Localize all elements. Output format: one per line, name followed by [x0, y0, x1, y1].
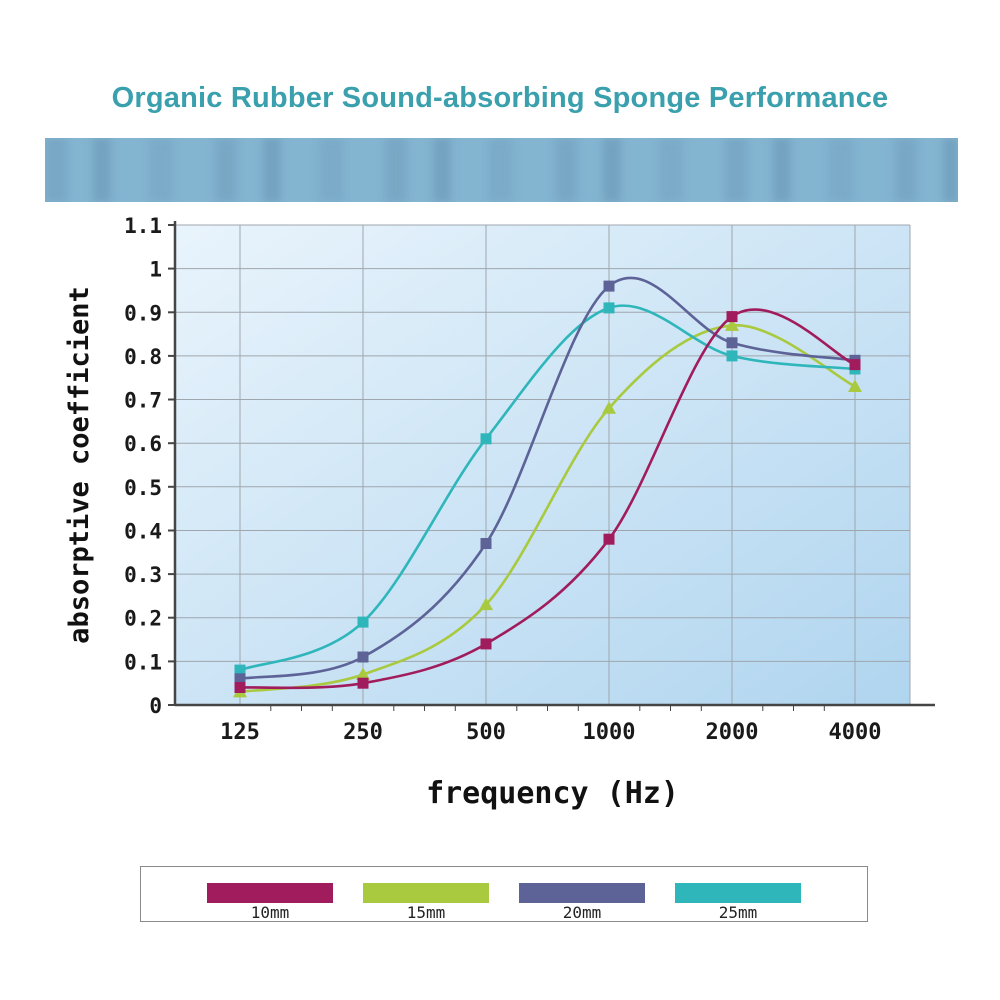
svg-text:0.8: 0.8 — [124, 345, 162, 369]
svg-text:0.5: 0.5 — [124, 476, 162, 500]
svg-text:0.4: 0.4 — [124, 520, 162, 544]
legend-swatch-25mm — [675, 883, 801, 903]
svg-text:125: 125 — [220, 720, 260, 745]
svg-text:1: 1 — [149, 258, 162, 282]
svg-text:0.1: 0.1 — [124, 650, 162, 674]
svg-text:0: 0 — [149, 694, 162, 718]
legend-swatch-20mm — [519, 883, 645, 903]
svg-text:0.2: 0.2 — [124, 607, 162, 631]
performance-chart: 0 0.1 0.2 0.3 0.4 0.5 0.6 0.7 0.8 0.9 1 1.1 125 250 50… — [64, 214, 935, 811]
svg-text:1.1: 1.1 — [124, 214, 162, 238]
svg-text:500: 500 — [466, 720, 506, 745]
svg-text:4000: 4000 — [829, 720, 882, 745]
svg-text:absorptive coefficient: absorptive coefficient — [64, 286, 95, 644]
svg-text:0.7: 0.7 — [124, 389, 162, 413]
legend-item-15mm: 15mm — [363, 883, 489, 922]
legend-label-20mm: 20mm — [562, 903, 602, 922]
svg-text:1000: 1000 — [583, 720, 636, 745]
svg-text:0.6: 0.6 — [124, 432, 162, 456]
legend-label-15mm: 15mm — [406, 903, 446, 922]
chart-area: 0 0.1 0.2 0.3 0.4 0.5 0.6 0.7 0.8 0.9 1 1.1 125 250 50… — [0, 210, 1000, 830]
legend: 10mm 15mm 20mm 25mm — [140, 866, 868, 922]
legend-swatch-10mm — [207, 883, 333, 903]
svg-text:0.3: 0.3 — [124, 563, 162, 587]
legend-swatch-15mm — [363, 883, 489, 903]
legend-item-25mm: 25mm — [675, 883, 801, 922]
svg-text:frequency (Hz): frequency (Hz) — [426, 776, 679, 811]
legend-item-10mm: 10mm — [207, 883, 333, 922]
svg-text:2000: 2000 — [706, 720, 759, 745]
legend-label-10mm: 10mm — [250, 903, 290, 922]
header-banner — [45, 138, 958, 202]
page-title: Organic Rubber Sound-absorbing Sponge Pe… — [111, 82, 889, 114]
legend-item-20mm: 20mm — [519, 883, 645, 922]
svg-text:0.9: 0.9 — [124, 301, 162, 325]
svg-text:250: 250 — [343, 720, 383, 745]
legend-label-25mm: 25mm — [718, 903, 758, 922]
